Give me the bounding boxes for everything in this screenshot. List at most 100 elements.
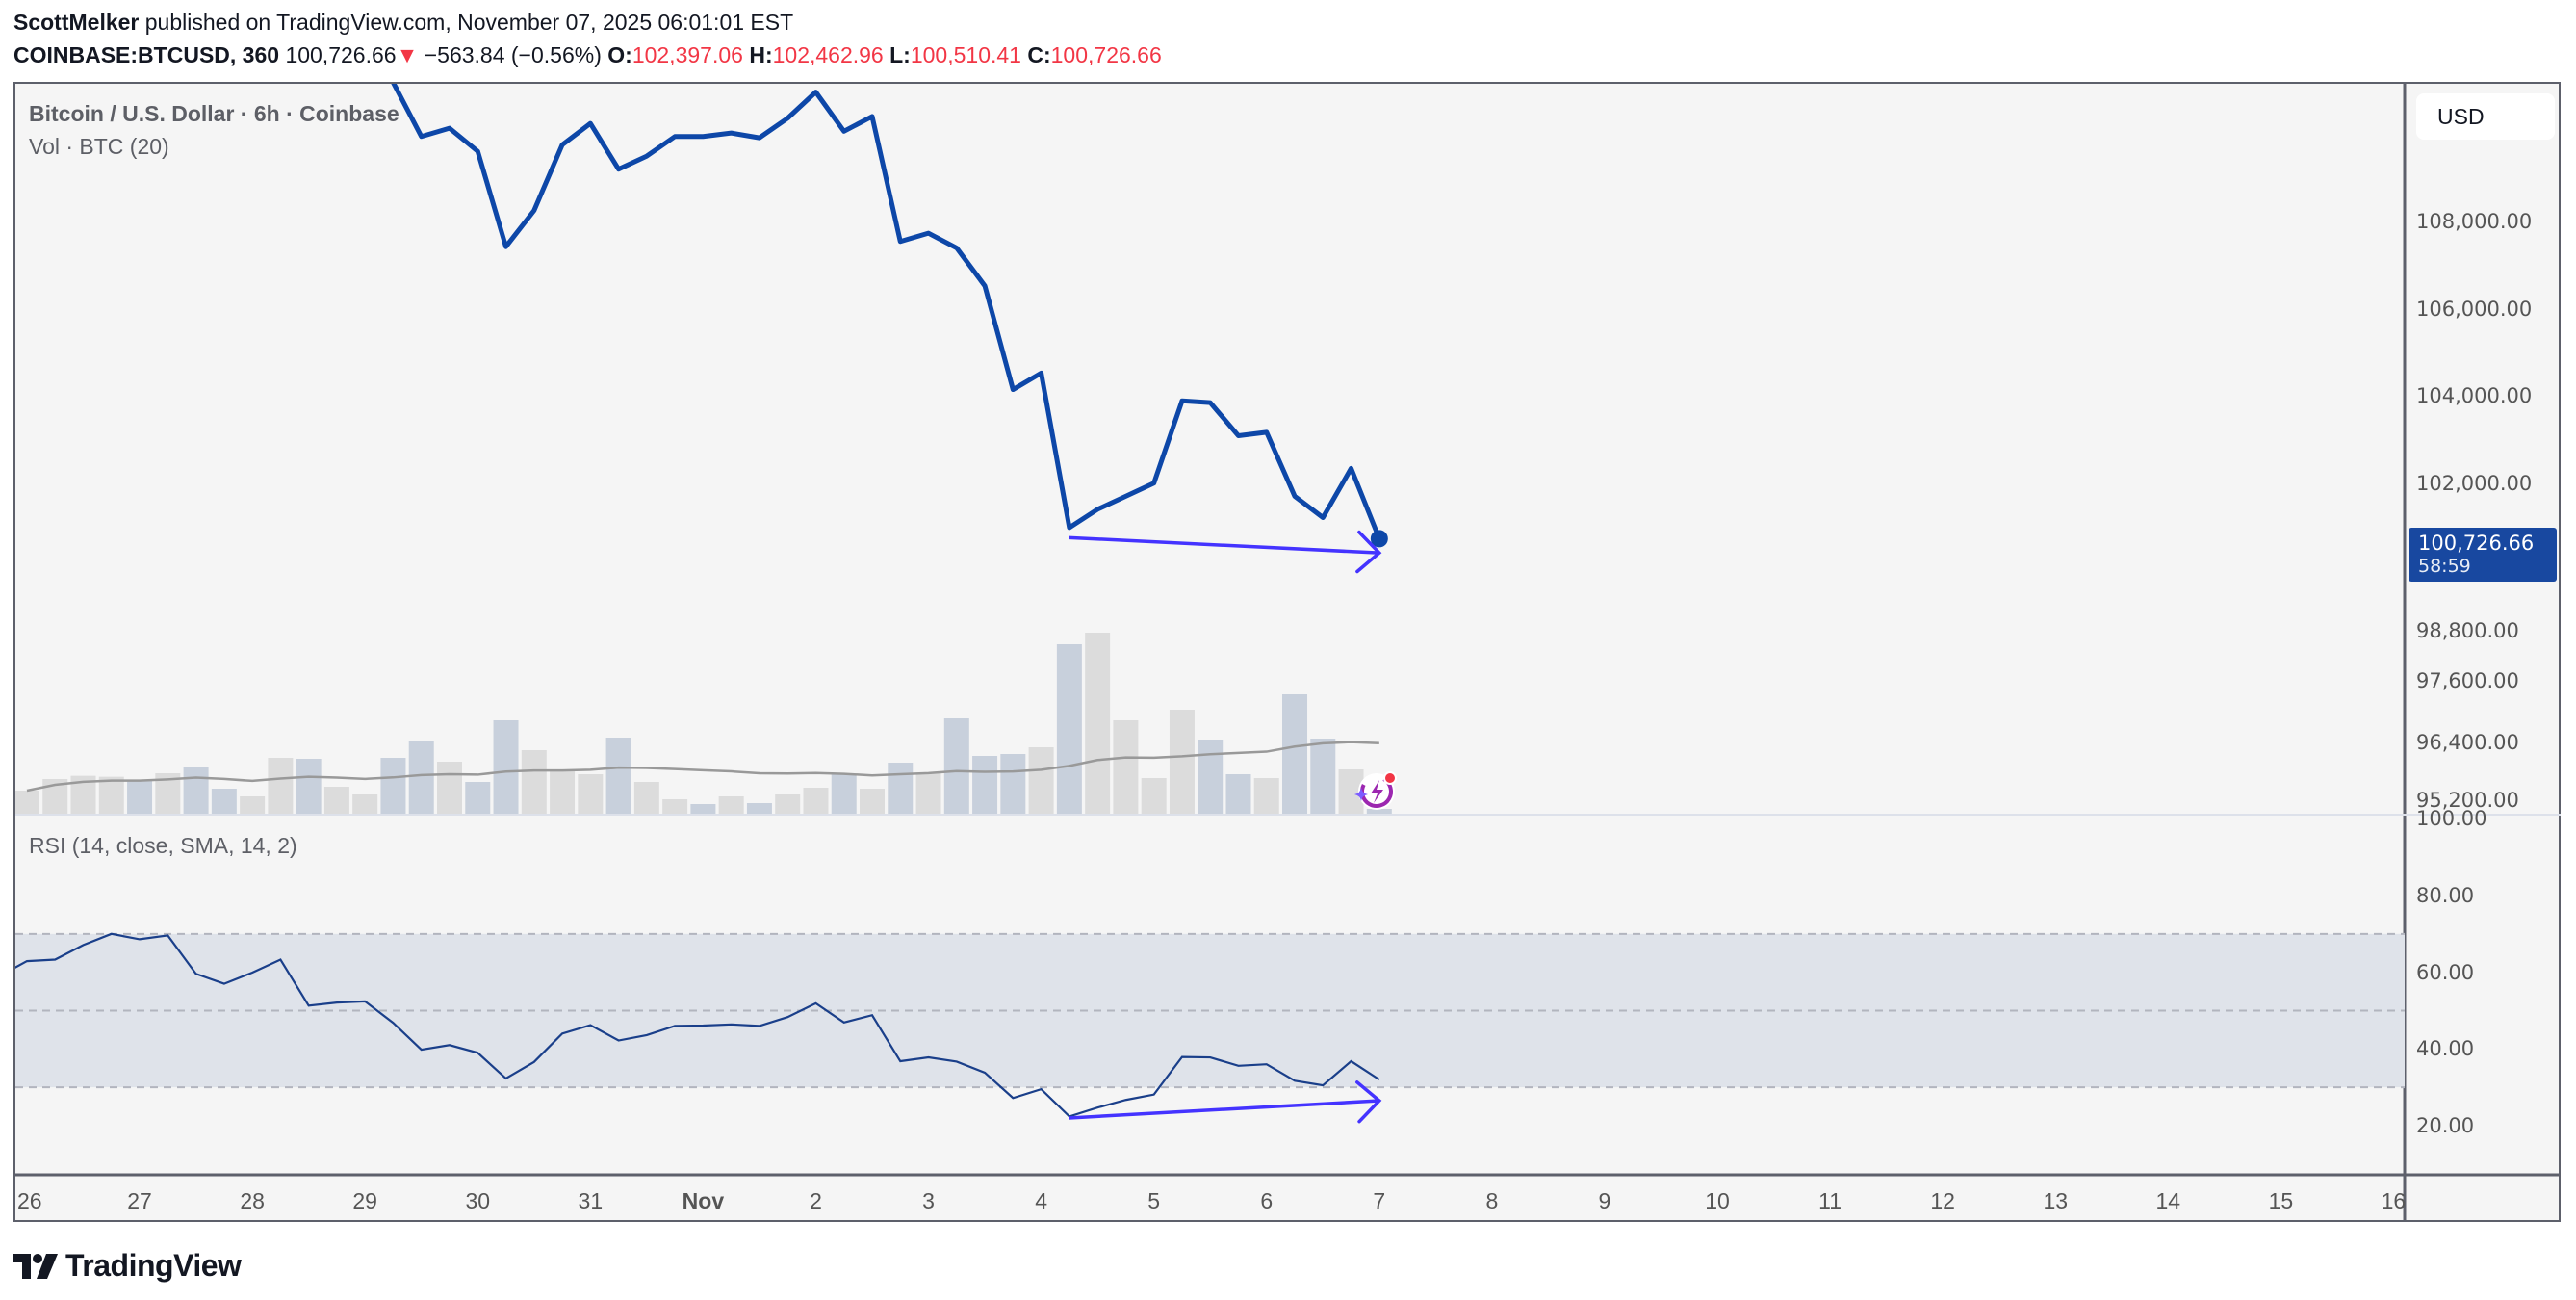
volume-bar (550, 771, 576, 814)
volume-bar (1225, 774, 1251, 814)
price-trend-arrow[interactable] (1069, 530, 1382, 574)
rsi-legend[interactable]: RSI (14, close, SMA, 14, 2) (29, 833, 297, 858)
down-arrow-icon: ▼ (396, 42, 419, 67)
price-tick: 108,000.00 (2416, 210, 2533, 234)
rsi-tick: 40.00 (2416, 1037, 2475, 1061)
volume-bar (718, 796, 744, 814)
time-tick: 27 (127, 1188, 152, 1213)
time-tick: 8 (1485, 1188, 1499, 1213)
author-name[interactable]: ScottMelker (13, 10, 140, 35)
last-price-label: 100,726.66 (2418, 532, 2535, 555)
volume-bar (915, 773, 941, 814)
volume-bar (352, 794, 378, 814)
ai-assistant-icon[interactable] (1354, 771, 1397, 812)
volume-bar (127, 781, 153, 814)
symbol-legend[interactable]: Bitcoin / U.S. Dollar · 6h · Coinbase (29, 101, 399, 126)
time-tick: Nov (682, 1188, 725, 1213)
time-tick: 7 (1373, 1188, 1386, 1213)
last-price: 100,726.66 (285, 42, 397, 67)
publish-info: ScottMelker published on TradingView.com… (13, 10, 793, 36)
rsi-band (15, 932, 2405, 1089)
logo-text: TradingView (65, 1248, 242, 1283)
volume-bar (662, 799, 688, 814)
arrowhead-icon (1355, 1080, 1382, 1124)
time-tick: 26 (17, 1188, 42, 1213)
price-change: −563.84 (−0.56%) (424, 42, 602, 67)
volume-bar (1169, 710, 1195, 814)
time-tick: 10 (1705, 1188, 1730, 1213)
high-value: 102,462.96 (772, 42, 884, 67)
drawings[interactable] (1069, 530, 1382, 1124)
high-label: H: (749, 42, 773, 67)
rsi-trend-arrow[interactable] (1069, 1080, 1382, 1124)
volume-bar (633, 782, 659, 814)
price-tick: 104,000.00 (2416, 384, 2533, 408)
volume-scale-tick: 96,400.00 (2416, 731, 2519, 754)
volume-bar (240, 796, 266, 814)
low-label: L: (889, 42, 911, 67)
volume-bar (268, 758, 294, 814)
last-price-badge: 100,726.66 58:59 (2409, 528, 2557, 582)
volume-bar (1056, 644, 1082, 814)
time-tick: 15 (2268, 1188, 2294, 1213)
volume-scale-tick: 95,200.00 (2416, 789, 2519, 812)
open-label: O: (607, 42, 632, 67)
arrowhead-icon (1355, 530, 1382, 574)
volume-scale-tick: 97,600.00 (2416, 669, 2519, 692)
volume-bar (296, 759, 322, 814)
volume-bar (521, 750, 547, 814)
price-series (391, 84, 1388, 548)
symbol: COINBASE:BTCUSD, 360 (13, 42, 280, 67)
volume-bar (775, 794, 801, 814)
rsi-band-fill (15, 933, 2405, 1088)
time-tick: 11 (1818, 1188, 1842, 1213)
open-value: 102,397.06 (631, 42, 743, 67)
currency-button[interactable]: USD (2416, 93, 2555, 140)
volume-bar (605, 738, 631, 814)
volume-bar (380, 758, 406, 814)
time-tick: 2 (810, 1188, 822, 1213)
volume-bar (408, 741, 434, 814)
volume-bar (578, 774, 604, 814)
volume-bar (15, 791, 39, 814)
volume-bar (972, 756, 998, 814)
time-tick: 13 (2043, 1188, 2069, 1213)
volume-legend[interactable]: Vol · BTC (20) (29, 134, 169, 159)
volume-bar (183, 767, 209, 814)
volume-bar (1310, 739, 1336, 814)
time-tick: 3 (922, 1188, 935, 1213)
price-tick: 106,000.00 (2416, 297, 2533, 321)
tradingview-logo[interactable]: TradingView (13, 1248, 242, 1284)
volume-bar (1000, 754, 1026, 814)
volume-bar (831, 774, 857, 814)
volume-bar (98, 776, 124, 814)
time-tick: 12 (1930, 1188, 1955, 1213)
volume-ma-line (26, 741, 1379, 793)
close-label: C: (1027, 42, 1051, 67)
publish-text: published on TradingView.com, November 0… (144, 10, 794, 35)
volume-bar (436, 762, 462, 814)
rsi-tick: 60.00 (2416, 960, 2475, 984)
volume-bar (690, 804, 716, 814)
volume-bar (860, 789, 886, 814)
volume-bar (1253, 778, 1279, 814)
volume-bar (1085, 633, 1111, 814)
symbol-info: COINBASE:BTCUSD, 360 100,726.66▼ −563.84… (13, 42, 1162, 68)
time-tick: 9 (1598, 1188, 1611, 1213)
time-tick: 29 (352, 1188, 377, 1213)
price-line (391, 84, 1382, 540)
volume-bar (1028, 747, 1054, 814)
rsi-line (15, 932, 1380, 1118)
volume-bar (746, 803, 772, 814)
time-tick: 30 (465, 1188, 491, 1213)
time-tick: 14 (2155, 1188, 2181, 1213)
volume-bar (1198, 740, 1224, 814)
volume-bar (943, 718, 969, 814)
time-tick: 4 (1035, 1188, 1048, 1213)
volume-bar (1141, 778, 1167, 814)
volume-bar (1282, 694, 1308, 814)
arrow-line (1069, 1099, 1379, 1120)
rsi-tick: 100.00 (2416, 807, 2487, 830)
rsi-series (15, 932, 1380, 1118)
